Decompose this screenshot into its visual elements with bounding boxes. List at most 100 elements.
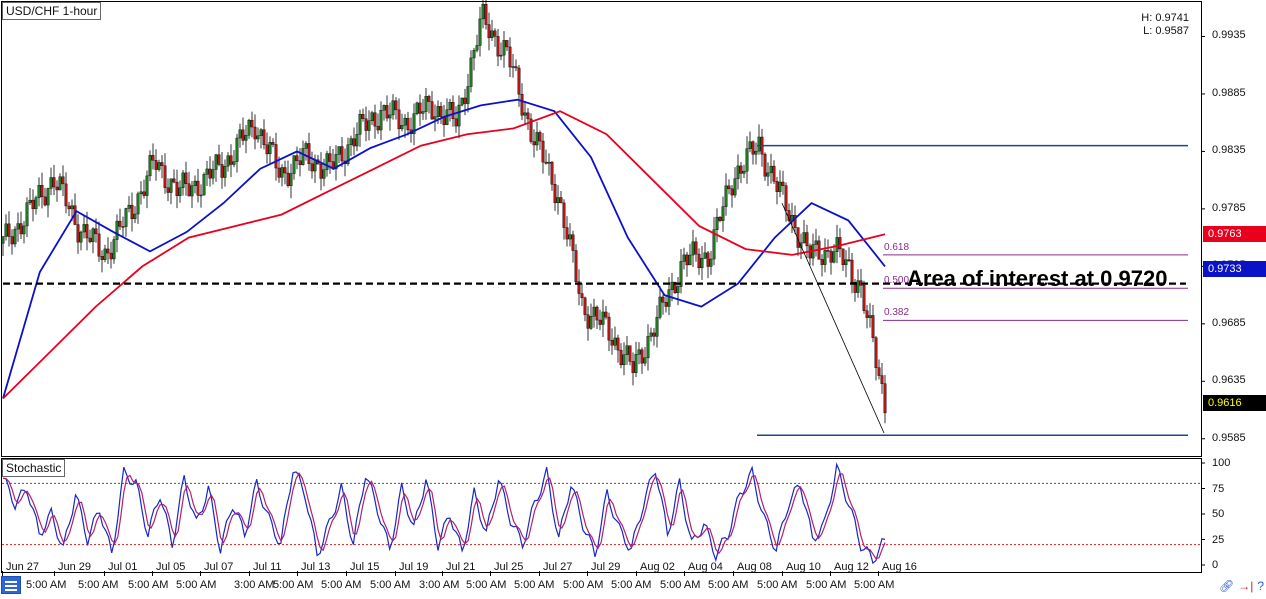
candle-body [319, 163, 323, 179]
candle-body [631, 361, 635, 373]
candle-body [196, 180, 200, 196]
date-label: Jul 21 [446, 561, 476, 573]
candle-body [613, 337, 617, 346]
candle-body [883, 383, 887, 414]
candle-body [265, 144, 269, 155]
candle-body [175, 181, 179, 197]
candle-body [766, 172, 770, 177]
fibonacci-trendline [781, 202, 885, 434]
candle-body [247, 119, 251, 136]
candle-body [349, 138, 353, 145]
candle-body [28, 199, 32, 203]
candle-body [646, 336, 650, 359]
candle-body [568, 234, 572, 240]
candle-body [652, 332, 656, 337]
chart-scroll-icon[interactable] [1, 576, 21, 594]
price-chart-panel[interactable] [1, 1, 1202, 457]
candle-body [94, 228, 98, 235]
candle-body [673, 281, 677, 294]
date-label: Jul 01 [108, 561, 138, 573]
candle-body [706, 252, 710, 267]
candle-body [574, 250, 578, 282]
candle-body [439, 106, 443, 117]
candle-body [781, 181, 785, 186]
candle-body [604, 311, 608, 318]
candle-body [718, 216, 722, 221]
candle-body [259, 129, 263, 137]
candle-body [535, 132, 539, 146]
candle-body [679, 261, 683, 287]
candle-body [169, 178, 173, 193]
candle-body [226, 155, 230, 167]
price-tick-label: 0.9885 [1212, 86, 1246, 99]
date-label: Aug 16 [882, 561, 917, 573]
candle-body [199, 194, 203, 197]
candle-body [10, 236, 14, 245]
candle-body [445, 109, 449, 125]
candle-body [181, 172, 185, 188]
candle-body [88, 237, 92, 243]
candle-body [466, 86, 470, 104]
candle-body [739, 165, 743, 174]
candle-body [553, 183, 557, 204]
candle-body [418, 102, 422, 114]
chart-title: USD/CHF 1-hour [2, 2, 102, 20]
low-readout: L: 0.9587 [1143, 25, 1189, 37]
stochastic-panel[interactable] [1, 458, 1202, 573]
time-label: 5:00 AM [611, 579, 652, 591]
candle-body [295, 155, 299, 161]
candle-body [400, 125, 404, 130]
candle-body [172, 178, 176, 183]
candle-body [358, 114, 362, 135]
candle-body [289, 173, 293, 186]
auto-scroll-icon[interactable]: →| [1238, 579, 1254, 593]
candle-body [373, 112, 377, 127]
candle-body [421, 111, 425, 114]
current-price-marker: 0.9616 [1203, 395, 1266, 412]
date-label: Aug 10 [786, 561, 821, 573]
candle-body [436, 106, 440, 117]
candle-body [871, 315, 875, 338]
candle-body [244, 135, 248, 141]
time-tick-mark [2, 571, 3, 576]
help-icon[interactable]: ? [1257, 579, 1264, 593]
candle-body [205, 168, 209, 175]
stochastic-tick-label: 50 [1212, 508, 1225, 520]
candle-body [643, 357, 647, 364]
candle-body [562, 202, 566, 228]
time-label: 5:00 AM [563, 579, 604, 591]
candle-body [85, 224, 89, 239]
candle-body [667, 289, 671, 307]
candle-body [796, 227, 800, 248]
candle-body [142, 191, 146, 196]
time-label: 5:00 AM [660, 579, 701, 591]
candle-body [340, 146, 344, 162]
candle-body [832, 251, 836, 263]
candle-body [352, 138, 356, 147]
candle-body [640, 349, 644, 364]
candle-body [427, 96, 431, 102]
candle-body [865, 310, 869, 318]
candle-body [286, 172, 290, 186]
candle-body [523, 112, 527, 116]
time-tick-mark [249, 571, 250, 576]
link-icon[interactable]: 🔗︎ [1218, 579, 1235, 593]
stochastic-tick-label: 75 [1212, 482, 1225, 495]
time-tick-mark [636, 571, 637, 576]
candle-body [208, 168, 212, 179]
candle-body [571, 234, 575, 251]
candle-body [382, 105, 386, 111]
candle-body [520, 94, 524, 116]
candle-body [589, 316, 593, 329]
candle-body [307, 143, 311, 164]
candle-body [619, 349, 623, 366]
candle-body [856, 280, 860, 293]
candle-body [139, 191, 143, 195]
candle-body [100, 256, 104, 260]
candle-body [736, 165, 740, 179]
candle-body [862, 285, 866, 311]
candle-body [49, 177, 53, 189]
candle-body [403, 117, 407, 126]
candle-body [7, 223, 11, 237]
candle-body [391, 100, 395, 116]
